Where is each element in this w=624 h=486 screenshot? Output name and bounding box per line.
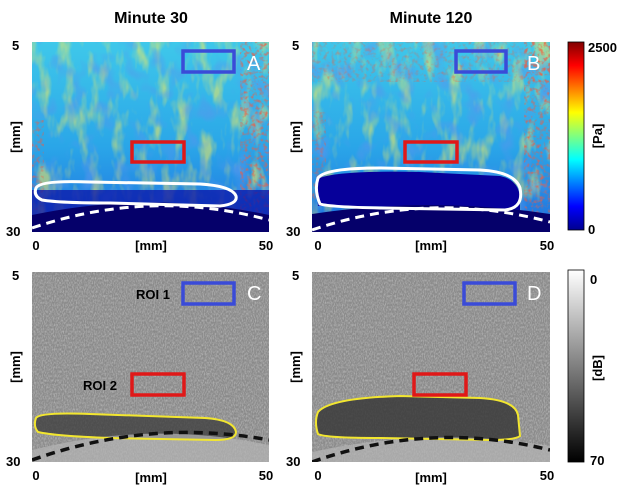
- axes-bottom-right: 5 30 [mm] 0 50 [mm]: [286, 268, 554, 485]
- dashed-boundary-a: [32, 204, 269, 230]
- y-tick-top: 5: [292, 268, 299, 283]
- roi1-box-b: [454, 49, 508, 74]
- colorbar-max: 2500: [588, 40, 617, 55]
- y-tick-bottom: 30: [286, 224, 300, 239]
- colorbar-bmode: 0 70 [dB]: [567, 269, 605, 468]
- x-tick-right: 50: [540, 468, 554, 483]
- panel-b: [312, 42, 550, 232]
- x-tick-right: 50: [259, 468, 273, 483]
- y-axis-label: [mm]: [288, 121, 303, 153]
- title-minute-30: Minute 30: [114, 10, 188, 27]
- colorbar-unit: [Pa]: [590, 124, 605, 149]
- x-tick-left: 0: [32, 468, 39, 483]
- colorbar-top: 0: [590, 272, 597, 287]
- panel-a: [32, 42, 269, 232]
- roi1-box-a: [181, 49, 236, 74]
- y-tick-bottom: 30: [6, 224, 20, 239]
- x-tick-left: 0: [314, 468, 321, 483]
- panel-c: [32, 272, 269, 462]
- y-tick-top: 5: [292, 38, 299, 53]
- x-axis-label: [mm]: [415, 470, 447, 485]
- y-tick-bottom: 30: [6, 454, 20, 469]
- colorbar-min: 0: [588, 222, 595, 237]
- contour-d: [315, 394, 522, 442]
- roi2-box-d: [412, 372, 468, 397]
- axes-top-right: 5 30 [mm] 0 50 [mm]: [286, 38, 554, 253]
- roi2-label: ROI 2: [83, 378, 117, 393]
- x-tick-right: 50: [540, 238, 554, 253]
- roi2-box-b: [403, 140, 459, 164]
- x-axis-label: [mm]: [415, 238, 447, 253]
- panel-label-c: C: [247, 283, 261, 305]
- contour-c: [33, 412, 238, 442]
- panel-label-b: B: [527, 53, 540, 75]
- x-tick-left: 0: [32, 238, 39, 253]
- y-tick-top: 5: [12, 268, 19, 283]
- x-axis-label: [mm]: [135, 470, 167, 485]
- y-tick-bottom: 30: [286, 454, 300, 469]
- dashed-boundary-b: [312, 206, 550, 232]
- dashed-boundary-c: [32, 430, 269, 462]
- y-axis-label: [mm]: [8, 351, 23, 383]
- dashed-boundary-d: [312, 435, 550, 462]
- roi2-box-a: [130, 140, 186, 164]
- colorbar-elastography: 2500 0 [Pa]: [567, 40, 617, 237]
- roi1-box-c: [181, 281, 236, 306]
- x-axis-label: [mm]: [135, 238, 167, 253]
- y-axis-label: [mm]: [8, 121, 23, 153]
- x-tick-right: 50: [259, 238, 273, 253]
- axes-top-left: 5 30 [mm] 0 50 [mm]: [6, 38, 273, 253]
- panel-label-a: A: [247, 53, 261, 75]
- colorbar-unit: [dB]: [590, 355, 605, 381]
- axes-bottom-left: 5 30 [mm] 0 50 [mm]: [6, 268, 273, 485]
- roi2-box-c: [130, 372, 186, 397]
- roi1-label: ROI 1: [136, 287, 170, 302]
- title-minute-120: Minute 120: [390, 10, 473, 27]
- y-axis-label: [mm]: [288, 351, 303, 383]
- colorbar-bottom: 70: [590, 453, 604, 468]
- y-tick-top: 5: [12, 38, 19, 53]
- contour-a: [33, 180, 238, 208]
- panel-label-d: D: [527, 283, 541, 305]
- roi1-box-d: [462, 281, 517, 306]
- panel-d: [312, 272, 550, 462]
- contour-b: [314, 166, 523, 212]
- x-tick-left: 0: [314, 238, 321, 253]
